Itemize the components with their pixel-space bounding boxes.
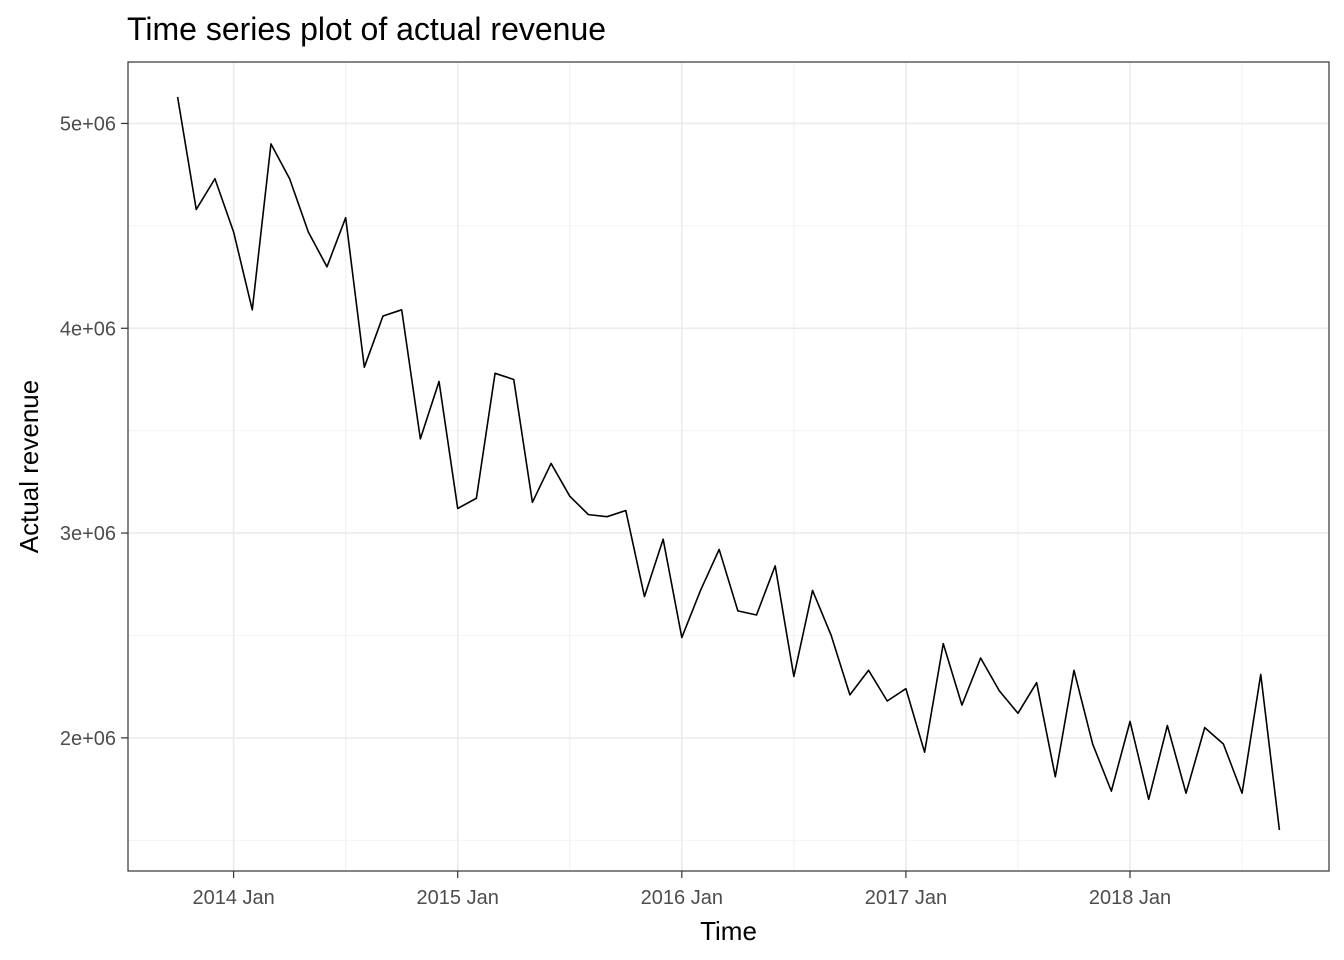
y-tick-label: 3e+06 [60, 523, 116, 545]
y-tick-label: 2e+06 [60, 728, 116, 750]
x-tick-label: 2014 Jan [192, 887, 274, 909]
series-layer [176, 96, 1281, 831]
y-tick-label: 5e+06 [60, 113, 116, 135]
chart-title: Time series plot of actual revenue [127, 11, 606, 47]
revenue-line [176, 96, 1281, 831]
x-tick-label: 2015 Jan [417, 887, 499, 909]
axes: 2014 Jan 2015 Jan 2016 Jan 2017 Jan 2018 Jan… [60, 113, 1171, 909]
x-axis-title: Time [700, 916, 757, 946]
x-tick-label: 2018 Jan [1089, 887, 1171, 909]
x-tick-label: 2017 Jan [865, 887, 947, 909]
y-axis-title: Actual revenue [14, 380, 44, 553]
x-tick-label: 2016 Jan [641, 887, 723, 909]
grid [128, 62, 1329, 871]
plot-panel-border [127, 61, 1330, 872]
y-tick-label: 4e+06 [60, 318, 116, 340]
